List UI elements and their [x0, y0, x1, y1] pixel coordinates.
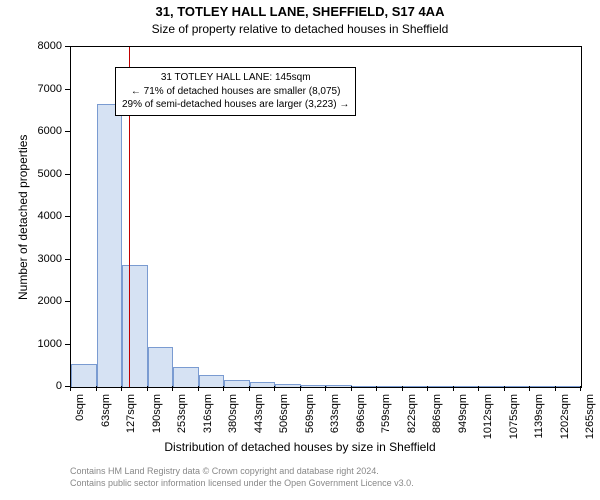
x-tick-mark: [580, 386, 581, 391]
x-tick-label: 822sqm: [406, 394, 418, 444]
y-tick-label: 4000: [22, 210, 62, 222]
x-tick-mark: [478, 386, 479, 391]
y-tick-mark: [65, 301, 70, 302]
histogram-bar: [301, 385, 327, 387]
y-tick-mark: [65, 216, 70, 217]
plot-area: 31 TOTLEY HALL LANE: 145sqm← 71% of deta…: [70, 46, 582, 388]
histogram-bar: [97, 104, 123, 387]
x-tick-label: 1202sqm: [559, 394, 571, 444]
x-tick-label: 380sqm: [227, 394, 239, 444]
x-tick-mark: [249, 386, 250, 391]
x-tick-label: 63sqm: [100, 394, 112, 444]
x-tick-mark: [325, 386, 326, 391]
histogram-bar: [122, 265, 148, 387]
x-tick-mark: [402, 386, 403, 391]
annotation-line: ← 71% of detached houses are smaller (8,…: [122, 85, 349, 99]
x-tick-mark: [70, 386, 71, 391]
x-tick-label: 127sqm: [125, 394, 137, 444]
histogram-bar: [454, 386, 480, 387]
y-tick-label: 7000: [22, 83, 62, 95]
histogram-bar: [556, 386, 582, 387]
x-tick-label: 696sqm: [355, 394, 367, 444]
x-tick-mark: [147, 386, 148, 391]
x-axis-label: Distribution of detached houses by size …: [0, 440, 600, 454]
y-tick-mark: [65, 259, 70, 260]
histogram-bar: [148, 347, 174, 387]
x-tick-label: 506sqm: [278, 394, 290, 444]
histogram-bar: [71, 364, 97, 387]
x-tick-label: 1139sqm: [533, 394, 545, 444]
footer-text: Contains HM Land Registry data © Crown c…: [70, 466, 414, 489]
x-tick-label: 253sqm: [176, 394, 188, 444]
x-tick-label: 886sqm: [431, 394, 443, 444]
histogram-bar: [530, 386, 556, 387]
y-tick-label: 6000: [22, 125, 62, 137]
x-tick-label: 759sqm: [380, 394, 392, 444]
x-tick-mark: [376, 386, 377, 391]
x-tick-mark: [453, 386, 454, 391]
x-tick-label: 0sqm: [74, 394, 86, 444]
histogram-bar: [352, 386, 378, 387]
histogram-bar: [428, 386, 454, 387]
y-tick-mark: [65, 131, 70, 132]
histogram-bar: [173, 367, 199, 387]
histogram-bar: [326, 385, 352, 387]
x-tick-mark: [172, 386, 173, 391]
y-tick-mark: [65, 174, 70, 175]
histogram-bar: [403, 386, 429, 387]
x-tick-mark: [300, 386, 301, 391]
x-tick-mark: [96, 386, 97, 391]
footer-line1: Contains HM Land Registry data © Crown c…: [70, 466, 379, 476]
chart-title: 31, TOTLEY HALL LANE, SHEFFIELD, S17 4AA: [0, 4, 600, 19]
x-tick-label: 190sqm: [151, 394, 163, 444]
y-tick-label: 2000: [22, 295, 62, 307]
x-tick-mark: [223, 386, 224, 391]
x-tick-label: 1012sqm: [482, 394, 494, 444]
histogram-bar: [275, 384, 301, 387]
x-tick-label: 316sqm: [202, 394, 214, 444]
histogram-bar: [377, 386, 403, 387]
footer-line2: Contains public sector information licen…: [70, 478, 414, 488]
x-tick-mark: [427, 386, 428, 391]
x-tick-label: 1075sqm: [508, 394, 520, 444]
y-tick-label: 8000: [22, 40, 62, 52]
annotation-line: 31 TOTLEY HALL LANE: 145sqm: [122, 71, 349, 85]
histogram-bar: [250, 382, 276, 387]
x-tick-mark: [351, 386, 352, 391]
y-tick-label: 5000: [22, 168, 62, 180]
x-tick-label: 949sqm: [457, 394, 469, 444]
x-tick-mark: [121, 386, 122, 391]
y-tick-label: 1000: [22, 338, 62, 350]
x-tick-label: 569sqm: [304, 394, 316, 444]
histogram-bar: [199, 375, 225, 387]
y-tick-mark: [65, 46, 70, 47]
x-tick-mark: [504, 386, 505, 391]
y-tick-mark: [65, 89, 70, 90]
chart-subtitle: Size of property relative to detached ho…: [0, 22, 600, 36]
x-tick-label: 633sqm: [329, 394, 341, 444]
y-tick-mark: [65, 344, 70, 345]
x-tick-mark: [274, 386, 275, 391]
histogram-bar: [224, 380, 250, 387]
y-tick-label: 3000: [22, 253, 62, 265]
histogram-bar: [505, 386, 531, 387]
annotation-box: 31 TOTLEY HALL LANE: 145sqm← 71% of deta…: [115, 67, 356, 116]
x-tick-label: 443sqm: [253, 394, 265, 444]
x-tick-label: 1265sqm: [584, 394, 596, 444]
x-tick-mark: [555, 386, 556, 391]
y-tick-label: 0: [22, 380, 62, 392]
histogram-bar: [479, 386, 505, 387]
x-tick-mark: [198, 386, 199, 391]
annotation-line: 29% of semi-detached houses are larger (…: [122, 98, 349, 112]
x-tick-mark: [529, 386, 530, 391]
